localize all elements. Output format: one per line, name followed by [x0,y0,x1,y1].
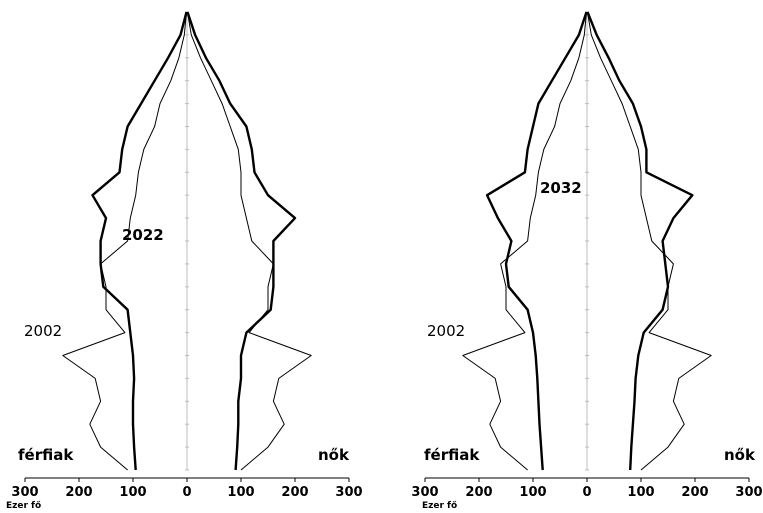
series-line-2002-men [62,11,187,471]
x-axis-unit-label: Ezer fő [6,501,41,511]
x-tick-label: 200 [681,485,708,500]
x-tick-label: 0 [182,485,191,500]
x-tick-label: 300 [335,485,362,500]
women-side-label: nők [318,446,350,464]
men-side-label: férfiak [424,446,480,464]
x-tick-label: 200 [65,485,92,500]
women-side-label: nők [724,446,756,464]
x-tick-label: 100 [519,485,546,500]
x-tick-label: 100 [119,485,146,500]
year-label-2002: 2002 [24,322,62,340]
men-side-label: férfiak [18,446,74,464]
series-line-2002-women [187,11,312,471]
x-tick-label: 300 [735,485,762,500]
series-line-2022-women [186,11,297,471]
x-tick-label: 100 [227,485,254,500]
x-tick-label: 0 [582,485,591,500]
x-tick-label: 200 [465,485,492,500]
series-line-2022-men [91,11,188,471]
series-line-2002-men [462,11,587,471]
series-line-2032-men [485,11,588,471]
series-line-2032-women [586,11,694,471]
year-label-2022: 2022 [122,226,164,244]
series-line-2002-women [587,11,712,471]
x-tick-label: 300 [411,485,438,500]
x-tick-label: 200 [281,485,308,500]
x-tick-label: 100 [627,485,654,500]
x-tick-label: 300 [11,485,38,500]
year-label-2002: 2002 [427,322,465,340]
x-axis-unit-label: Ezer fő [422,501,457,511]
year-label-2032: 2032 [540,179,582,197]
